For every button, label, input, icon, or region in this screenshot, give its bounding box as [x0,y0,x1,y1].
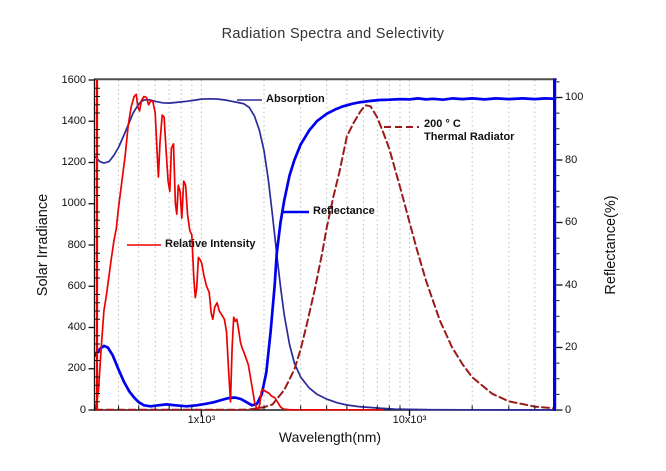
left-tick-label: 1600 [61,73,86,86]
left-tick-label: 400 [67,321,86,333]
left-tick-label: 800 [67,238,86,251]
left-tick-label: 600 [67,279,86,292]
right-tick-label: 100 [565,91,584,103]
left-tick-label: 1400 [61,114,86,127]
x-tick-label: 1x10³ [187,414,216,426]
chart-title: Radiation Spectra and Selectivity [221,26,445,42]
annotation-thermal-line1: 200 ° C [424,118,461,130]
series-relative-intensity [94,93,384,411]
left-tick-label: 200 [67,362,86,375]
right-tick-label: 40 [565,278,578,291]
left-tick-label: 1000 [61,197,86,210]
left-tick-label: 0 [79,403,86,416]
annotation-absorption: Absorption [266,93,325,105]
series-200-c-thermal-radiator [94,104,556,411]
series-absorption [94,97,556,411]
right-tick-label: 20 [565,341,578,353]
x-axis-title: Wavelength(nm) [278,429,382,445]
right-tick-label: 80 [565,153,578,166]
right-tick-label: 0 [565,403,572,416]
left-tick-label: 1200 [61,156,86,168]
annotation-reflectance: Reflectance [313,205,375,217]
series-reflectance [94,97,557,408]
annotation-thermal-radiator: 200 ° C Thermal Radiator [424,118,514,144]
right-tick-label: 60 [565,216,578,228]
annotation-relative-intensity: Relative Intensity [165,238,256,250]
annotation-thermal-line2: Thermal Radiator [424,131,515,143]
x-tick-label: 10x10³ [392,414,427,426]
right-axis-title: Reflectance(%) [603,195,619,295]
